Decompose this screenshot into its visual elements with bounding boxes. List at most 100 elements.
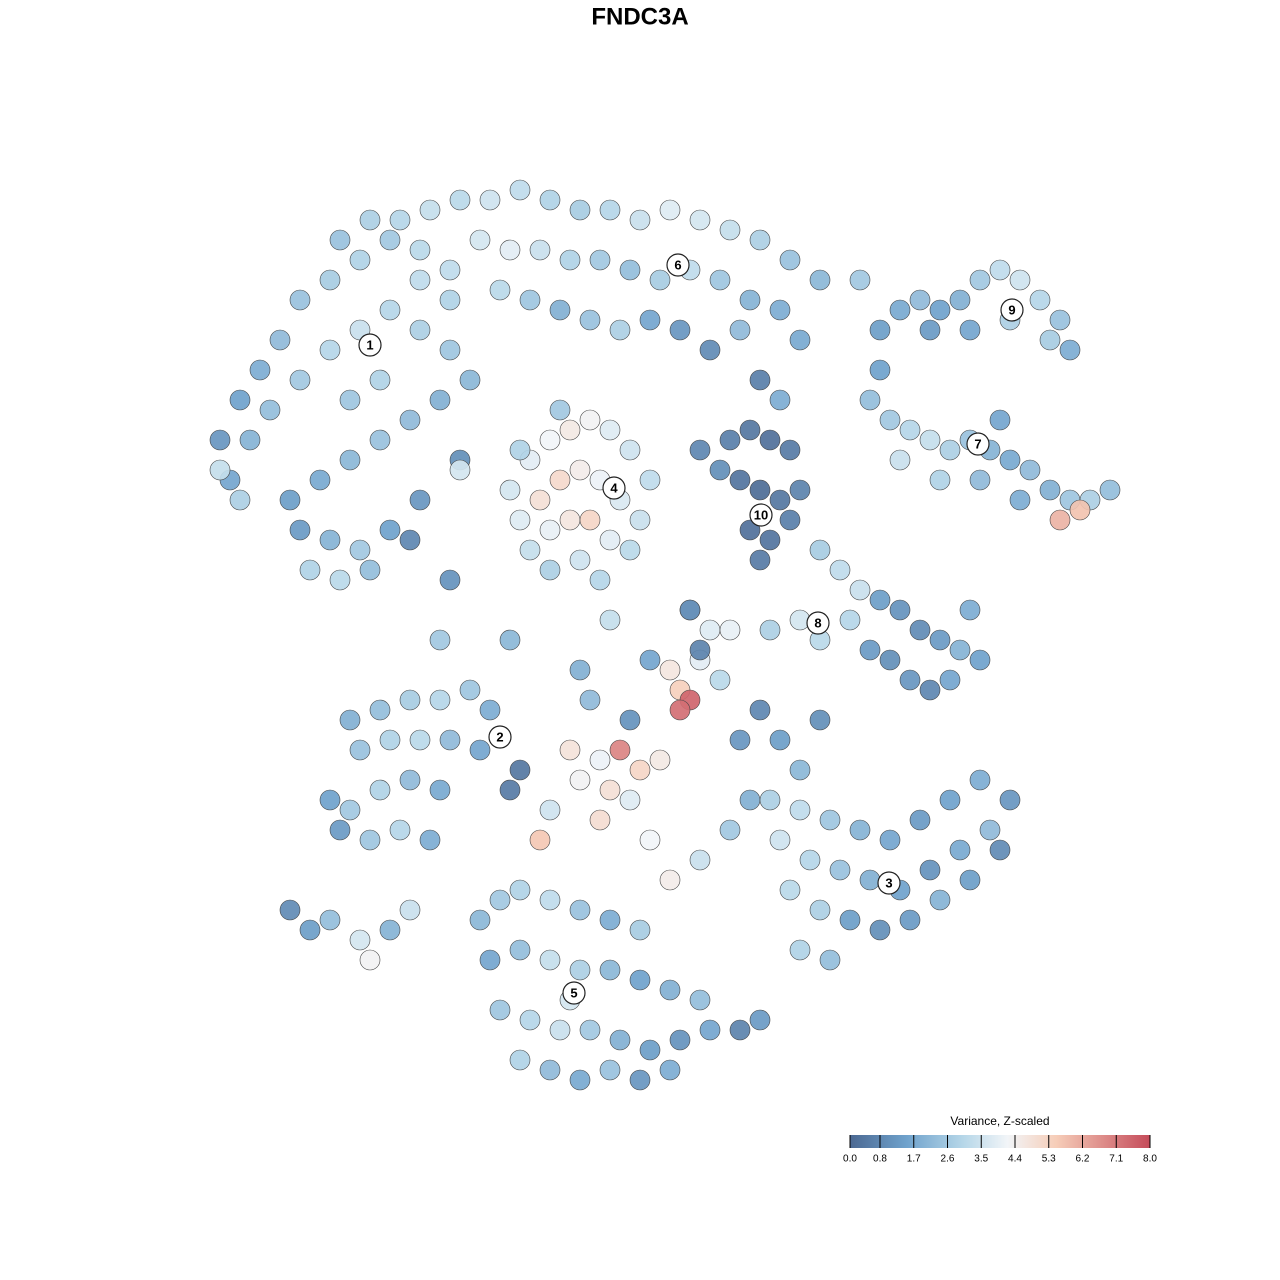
point [749,369,771,391]
point [899,909,921,931]
point [659,979,681,1001]
point [1039,329,1061,351]
point [719,619,741,641]
point [539,799,561,821]
point [759,619,781,641]
point [689,439,711,461]
point [579,409,601,431]
point [899,669,921,691]
point [429,779,451,801]
colorbar-tick-label: 4.4 [1008,1154,1022,1165]
point [579,1019,601,1041]
point [569,459,591,481]
point [669,1029,691,1051]
cluster-label: 9 [1008,302,1015,317]
point [599,909,621,931]
point [919,679,941,701]
point [549,299,571,321]
point [899,419,921,441]
colorbar-tick-label: 6.2 [1076,1154,1090,1165]
point [739,789,761,811]
cluster-label: 10 [754,507,768,522]
point [879,649,901,671]
point [559,509,581,531]
point [319,909,341,931]
point [629,969,651,991]
point [389,819,411,841]
point [409,239,431,261]
point [769,389,791,411]
colorbar-tick-label: 0.8 [873,1154,887,1165]
point [839,609,861,631]
point [809,539,831,561]
point [889,299,911,321]
point [969,769,991,791]
point [329,819,351,841]
point [439,729,461,751]
point [319,789,341,811]
point [329,569,351,591]
cluster-label: 5 [570,985,577,1000]
point [509,879,531,901]
point [739,419,761,441]
point [599,529,621,551]
colorbar-tick-label: 7.1 [1109,1154,1123,1165]
colorbar-tick-label: 3.5 [974,1154,988,1165]
point [849,579,871,601]
point [649,749,671,771]
point [329,229,351,251]
point [909,619,931,641]
cluster-label: 8 [814,615,821,630]
point [909,289,931,311]
point [589,809,611,831]
point [889,599,911,621]
point [289,289,311,311]
point [509,939,531,961]
point [869,919,891,941]
point [399,899,421,921]
point [929,469,951,491]
cluster-label-bg [562,981,586,1005]
point [759,429,781,451]
point [499,479,521,501]
point [749,1009,771,1031]
point [719,819,741,841]
point [599,1059,621,1081]
point [749,229,771,251]
point [459,369,481,391]
point [1069,499,1091,521]
point [949,839,971,861]
colorbar-tick-label: 2.6 [941,1154,955,1165]
point [489,889,511,911]
point [469,229,491,251]
point [419,829,441,851]
point [629,209,651,231]
cluster-label: 6 [674,257,681,272]
point [469,909,491,931]
point [779,439,801,461]
point [1019,459,1041,481]
point [489,999,511,1021]
point [879,409,901,431]
point [759,529,781,551]
point [349,929,371,951]
colorbar-tick-label: 0.0 [843,1154,857,1165]
point [519,289,541,311]
point [449,189,471,211]
point [409,489,431,511]
point [569,199,591,221]
point [369,779,391,801]
point [629,759,651,781]
point [789,799,811,821]
point [539,429,561,451]
point [769,489,791,511]
point [999,789,1021,811]
point [959,319,981,341]
point [409,729,431,751]
point [729,1019,751,1041]
point [679,599,701,621]
point [349,249,371,271]
point [919,429,941,451]
point [599,779,621,801]
point [709,459,731,481]
